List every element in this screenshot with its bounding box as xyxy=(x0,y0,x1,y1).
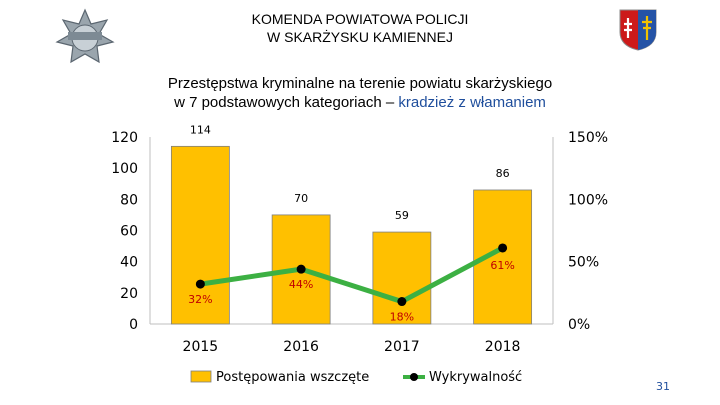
y-left-tick-label: 120 xyxy=(111,130,138,146)
bar-data-label: 59 xyxy=(395,209,409,222)
legend-line-label: Wykrywalność xyxy=(429,370,522,385)
y-left-tick-label: 20 xyxy=(120,286,138,302)
police-star-logo xyxy=(55,8,115,64)
legend-line-marker xyxy=(410,373,418,381)
header-line-2: W SKARŻYSKU KAMIENNEJ xyxy=(267,29,453,45)
chart-title-line-2: w 7 podstawowych kategoriach – kradzież … xyxy=(60,93,660,112)
line-data-label: 18% xyxy=(390,311,414,324)
y-right-tick-label: 100% xyxy=(568,192,608,208)
line-point xyxy=(195,279,205,289)
x-tick-label: 2017 xyxy=(384,339,420,355)
legend-bar-swatch xyxy=(190,370,212,383)
line-data-label: 61% xyxy=(490,259,514,272)
bar-data-label: 70 xyxy=(294,192,308,205)
y-right-tick-label: 150% xyxy=(568,130,608,146)
y-right-tick-label: 0% xyxy=(568,317,590,333)
line-data-label: 32% xyxy=(188,293,212,306)
y-left-tick-label: 60 xyxy=(120,224,138,240)
x-tick-label: 2016 xyxy=(283,339,319,355)
line-point xyxy=(397,297,407,307)
y-left-tick-label: 100 xyxy=(111,161,138,177)
y-right-tick-label: 50% xyxy=(568,255,599,271)
line-data-label: 44% xyxy=(289,278,313,291)
y-left-tick-label: 40 xyxy=(120,255,138,271)
line-series xyxy=(200,245,504,305)
x-tick-label: 2018 xyxy=(485,339,521,355)
header-title: KOMENDA POWIATOWA POLICJI W SKARŻYSKU KA… xyxy=(200,10,520,46)
chart-title-line-1: Przestępstwa kryminalne na terenie powia… xyxy=(167,75,553,92)
line-point xyxy=(498,243,508,253)
y-left-tick-label: 0 xyxy=(129,317,138,333)
chart-title: Przestępstwa kryminalne na terenie powia… xyxy=(60,74,660,112)
coat-of-arms-logo xyxy=(619,9,657,51)
line-point xyxy=(296,264,306,274)
chart-title-prefix: w 7 podstawowych kategoriach – xyxy=(174,94,399,111)
bar-data-label: 114 xyxy=(190,123,211,136)
x-tick-label: 2015 xyxy=(183,339,219,355)
chart-title-highlight: kradzież z włamaniem xyxy=(398,94,546,111)
bar xyxy=(372,231,432,325)
header-line-1: KOMENDA POWIATOWA POLICJI xyxy=(251,11,469,27)
bar xyxy=(170,145,230,325)
page-number: 31 xyxy=(656,380,670,393)
legend-bar-label: Postępowania wszczęte xyxy=(216,370,369,385)
bar-data-label: 86 xyxy=(496,167,510,180)
y-left-tick-label: 80 xyxy=(120,192,138,208)
